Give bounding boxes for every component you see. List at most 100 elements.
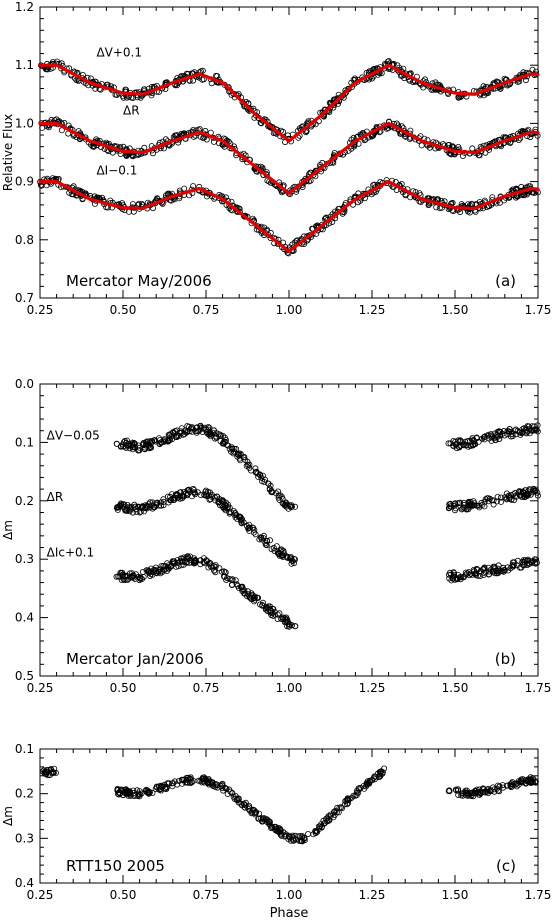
data-point [156, 440, 163, 447]
data-point [264, 538, 271, 545]
data-point [121, 573, 128, 580]
data-point [378, 70, 385, 77]
data-point [48, 766, 55, 773]
data-point [120, 143, 127, 150]
y-axis-label: Relative Flux [1, 114, 15, 191]
data-point [235, 799, 242, 806]
data-point [332, 807, 339, 814]
data-point [125, 506, 132, 513]
data-point [343, 797, 350, 804]
data-point [445, 788, 452, 795]
data-point [480, 786, 487, 793]
data-point [534, 489, 541, 496]
data-point [485, 495, 492, 502]
data-point [175, 778, 182, 785]
data-point [523, 491, 530, 498]
data-point [281, 833, 288, 840]
data-point [299, 833, 306, 840]
data-point [167, 497, 174, 504]
data-point [354, 787, 361, 794]
x-tick-label: 1.25 [359, 888, 386, 902]
x-tick-label: 1.50 [442, 888, 469, 902]
data-point [197, 557, 204, 564]
panel-label: (c) [496, 857, 516, 875]
data-point [203, 557, 210, 564]
data-point [50, 769, 57, 776]
data-point [481, 503, 488, 510]
data-point [314, 828, 321, 835]
data-point [252, 810, 259, 817]
y-tick-label: 0.8 [15, 233, 34, 247]
data-point [191, 489, 198, 496]
data-point [305, 831, 312, 838]
data-point [273, 827, 280, 834]
series-label: ΔI−0.1 [96, 164, 137, 178]
data-point [468, 503, 475, 510]
data-point [143, 567, 150, 574]
data-point [480, 565, 487, 572]
data-point [262, 816, 269, 823]
data-point [195, 777, 202, 784]
data-point [187, 553, 194, 560]
data-point [219, 780, 226, 787]
data-point [179, 777, 186, 784]
data-point [254, 470, 261, 477]
x-tick-label: 1.75 [525, 888, 552, 902]
data-point [450, 573, 457, 580]
data-point [185, 774, 192, 781]
data-point [453, 787, 460, 794]
data-point [163, 784, 170, 791]
data-point [143, 786, 150, 793]
fit-curve [38, 121, 540, 196]
data-point [451, 507, 458, 514]
data-point [286, 623, 293, 630]
data-point [199, 776, 206, 783]
data-point [221, 505, 228, 512]
data-point [170, 429, 177, 436]
data-point [273, 490, 280, 497]
data-point [118, 786, 125, 793]
data-point [290, 560, 297, 567]
data-point [446, 503, 453, 510]
data-point [316, 825, 323, 832]
data-point [473, 786, 480, 793]
data-point [123, 576, 130, 583]
y-tick-label: 0.9 [15, 175, 34, 189]
data-point [289, 835, 296, 842]
data-point [451, 502, 458, 509]
data-point [212, 569, 219, 576]
panel-annotation: Mercator Jan/2006 [66, 650, 204, 668]
data-point [206, 561, 213, 568]
data-point [150, 504, 157, 511]
data-point [259, 164, 266, 171]
data-point [497, 498, 504, 505]
data-point [509, 186, 516, 193]
data-point [242, 802, 249, 809]
data-point [39, 124, 46, 131]
data-point [513, 562, 520, 569]
data-point [246, 464, 253, 471]
data-point [280, 615, 287, 622]
data-point [501, 494, 508, 501]
data-point [477, 790, 484, 797]
data-point [190, 183, 197, 190]
data-point [449, 575, 456, 582]
data-point [223, 577, 230, 584]
data-point [436, 205, 443, 212]
data-point [519, 559, 526, 566]
data-point [231, 795, 238, 802]
data-point [240, 519, 247, 526]
data-point [180, 431, 187, 438]
data-point [186, 486, 193, 493]
data-point [497, 494, 504, 501]
y-axis-label: Δm [1, 806, 15, 826]
data-point [273, 543, 280, 550]
data-point [223, 505, 230, 512]
data-point [168, 491, 175, 498]
data-point [187, 774, 194, 781]
data-point [463, 441, 470, 448]
data-point [292, 623, 299, 630]
data-point [211, 567, 218, 574]
data-point [285, 505, 292, 512]
fit-curve [38, 63, 540, 143]
